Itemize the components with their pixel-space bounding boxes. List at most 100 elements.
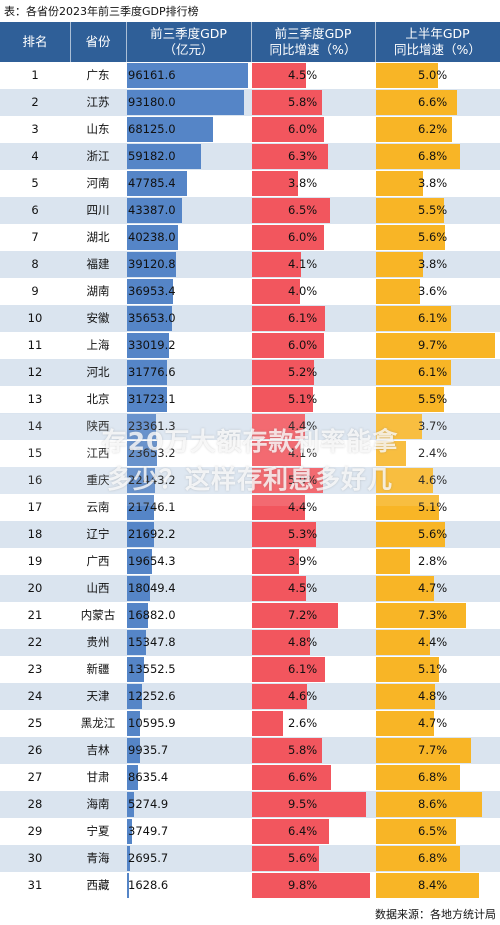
table-row: 28 海南 5274.9 9.5% 8.6%	[0, 791, 500, 818]
province-cell: 河南	[86, 176, 110, 190]
gdp-value: 33019.2	[128, 338, 176, 352]
gdp-value: 5274.9	[128, 797, 169, 811]
h1-growth-bar	[376, 333, 496, 358]
rank-cell: 3	[31, 122, 39, 136]
province-cell: 新疆	[86, 662, 110, 676]
gdp-bar	[127, 738, 140, 763]
q3-growth-value: 5.8%	[288, 95, 318, 109]
h1-growth-bar	[376, 495, 439, 520]
header-rank: 排名	[0, 22, 70, 62]
gdp-value: 36953.4	[128, 284, 176, 298]
q3-growth-value: 9.8%	[288, 878, 318, 892]
h1-growth-bar	[376, 522, 445, 547]
province-cell: 山西	[86, 581, 110, 595]
q3-growth-value: 5.6%	[288, 851, 318, 865]
rank-cell: 10	[27, 311, 43, 325]
table-row: 27 甘肃 8635.4 6.6% 6.8%	[0, 764, 500, 791]
h1-growth-value: 6.1%	[418, 365, 448, 379]
h1-growth-bar	[376, 657, 439, 682]
watermark-band: 存20万大额存款利率能拿 多少？这样存利息多好几	[0, 414, 500, 506]
gdp-value: 23653.2	[128, 446, 176, 460]
gdp-bar	[127, 792, 134, 817]
q3-growth-value: 6.6%	[288, 770, 318, 784]
q3-growth-value: 6.0%	[288, 230, 318, 244]
q3-growth-bar	[252, 279, 300, 304]
q3-growth-bar	[252, 576, 306, 601]
h1-growth-value: 2.8%	[418, 554, 448, 568]
q3-growth-bar	[252, 819, 329, 844]
h1-growth-value: 5.1%	[418, 662, 448, 676]
q3-growth-value: 6.1%	[288, 311, 318, 325]
gdp-bar	[127, 603, 149, 628]
q3-growth-value: 9.5%	[288, 797, 318, 811]
table-row: 24 天津 12252.6 4.6% 4.8%	[0, 683, 500, 710]
q3-growth-bar	[252, 873, 370, 898]
gdp-bar	[127, 495, 155, 520]
rank-cell: 12	[27, 365, 43, 379]
gdp-value: 40238.0	[128, 230, 176, 244]
data-source: 数据来源：各地方统计局	[375, 908, 496, 921]
q3-growth-bar	[252, 765, 332, 790]
gdp-bar	[127, 171, 188, 196]
rank-cell: 31	[27, 878, 43, 892]
rank-cell: 13	[27, 392, 43, 406]
rank-cell: 27	[27, 770, 43, 784]
rank-cell: 18	[27, 527, 43, 541]
table-row: 5 河南 47785.4 3.8% 3.8%	[0, 170, 500, 197]
q3-growth-value: 7.2%	[288, 608, 318, 622]
gdp-value: 3749.7	[128, 824, 169, 838]
gdp-value: 68125.0	[128, 122, 176, 136]
q3-growth-bar	[252, 360, 315, 385]
province-cell: 甘肃	[86, 770, 110, 784]
province-cell: 陕西	[86, 419, 110, 433]
rank-cell: 20	[27, 581, 43, 595]
h1-growth-bar	[376, 684, 436, 709]
province-cell: 黑龙江	[80, 716, 116, 730]
header-gdp-sub: （亿元）	[163, 42, 214, 57]
province-cell: 辽宁	[86, 527, 110, 541]
q3-growth-value: 4.4%	[288, 500, 318, 514]
q3-growth-bar	[252, 225, 324, 250]
q3-growth-value: 5.8%	[288, 743, 318, 757]
province-cell: 福建	[86, 257, 110, 271]
h1-growth-value: 6.5%	[418, 824, 448, 838]
gdp-value: 15347.8	[128, 635, 176, 649]
province-cell: 西藏	[86, 878, 110, 892]
h1-growth-value: 8.4%	[418, 878, 448, 892]
q3-growth-bar	[252, 414, 305, 439]
watermark-line-2: 多少？这样存利息多好几	[106, 465, 393, 494]
gdp-bar	[127, 522, 155, 547]
table-row: 25 黑龙江 10595.9 2.6% 4.7%	[0, 710, 500, 737]
q3-growth-value: 2.6%	[288, 716, 318, 730]
h1-growth-value: 7.3%	[418, 608, 448, 622]
h1-growth-bar	[376, 738, 471, 763]
gdp-bar	[127, 684, 143, 709]
table-row: 16 重庆 22443.2 5.9% 4.6%	[0, 467, 500, 494]
table-row: 30 青海 2695.7 5.6% 6.8%	[0, 845, 500, 872]
header-gdp-label: 前三季度GDP	[150, 26, 227, 41]
h1-growth-bar	[376, 576, 434, 601]
rank-cell: 1	[31, 68, 39, 82]
q3-growth-value: 6.4%	[288, 824, 318, 838]
table-row: 13 北京 31723.1 5.1% 5.5%	[0, 386, 500, 413]
q3-growth-bar	[252, 603, 339, 628]
table-row: 31 西藏 1628.6 9.8% 8.4%	[0, 872, 500, 899]
gdp-bar	[127, 144, 202, 169]
h1-growth-bar	[376, 792, 482, 817]
gdp-bar	[127, 414, 157, 439]
q3-growth-bar	[252, 792, 366, 817]
q3-growth-value: 3.9%	[288, 554, 318, 568]
province-cell: 江西	[86, 446, 110, 460]
q3-growth-value: 6.0%	[288, 122, 318, 136]
rank-cell: 11	[27, 338, 43, 352]
rank-cell: 4	[31, 149, 39, 163]
gdp-value: 22443.2	[128, 473, 176, 487]
gdp-value: 47785.4	[128, 176, 176, 190]
q3-growth-bar	[252, 684, 308, 709]
province-cell: 青海	[86, 851, 110, 865]
gdp-value: 31776.6	[128, 365, 176, 379]
province-cell: 湖北	[86, 230, 110, 244]
h1-growth-value: 2.4%	[418, 446, 448, 460]
h1-growth-bar	[376, 873, 480, 898]
h1-growth-bar	[376, 846, 460, 871]
